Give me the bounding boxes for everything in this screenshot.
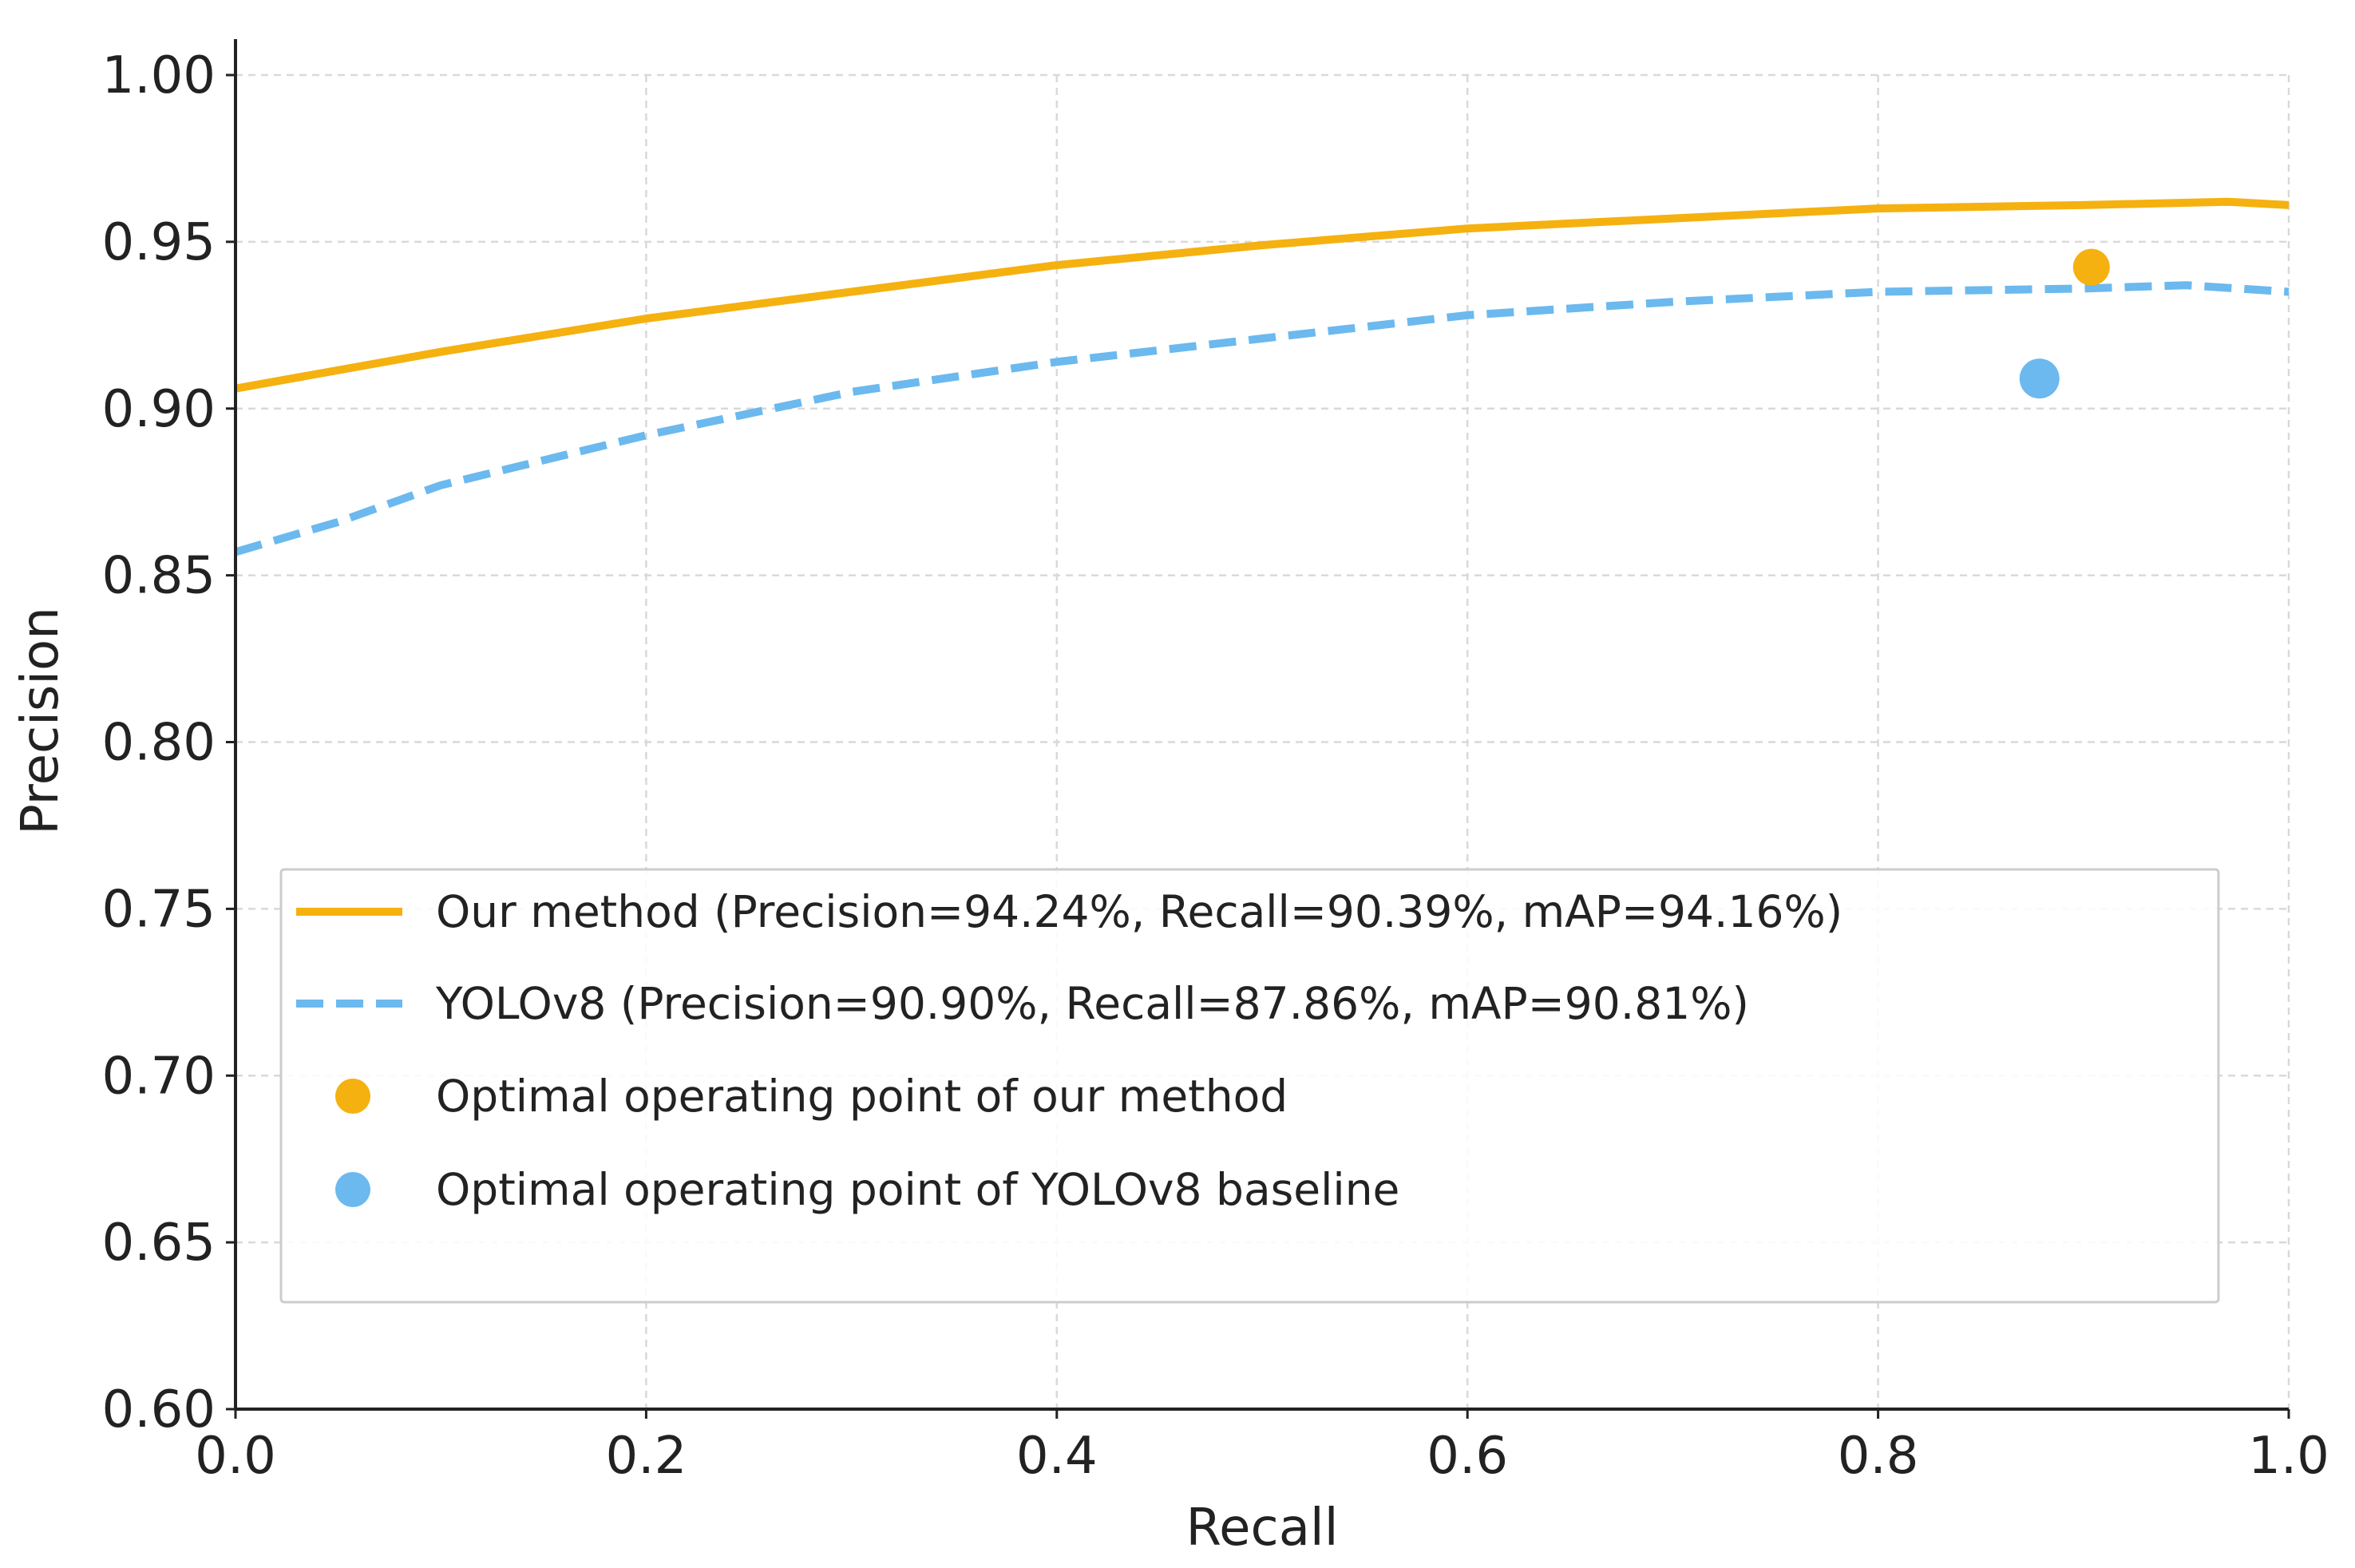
operating-point-ours — [2072, 248, 2110, 286]
y-axis-label: Precision — [11, 607, 70, 835]
x-tick-label: 0.4 — [1016, 1427, 1098, 1486]
x-axis-label: Recall — [1186, 1499, 1339, 1558]
y-tick-label: 0.60 — [102, 1380, 216, 1439]
series-line-ours — [235, 197, 2290, 393]
y-tick-label: 0.85 — [102, 547, 216, 606]
y-tick-label: 0.70 — [102, 1047, 216, 1106]
x-tick-label: 0.0 — [195, 1427, 276, 1486]
operating-point-yolov8 — [2019, 358, 2060, 399]
x-tick-label: 1.0 — [2248, 1427, 2329, 1486]
legend: Our method (Precision=94.24%, Recall=90.… — [279, 868, 2220, 1304]
y-tick-label: 0.65 — [102, 1214, 216, 1273]
axes: 0.0 0.2 0.4 0.6 0.8 1.0 0.60 0.65 0.70 0.75 0.80 0.… — [102, 39, 2329, 1486]
series-layer — [234, 197, 2290, 556]
y-tick-label: 0.90 — [102, 380, 216, 439]
y-tick-label: 1.00 — [102, 46, 216, 105]
y-tick-label: 0.80 — [102, 714, 216, 773]
legend-label-yolo: YOLOv8 (Precision=90.90%, Recall=87.86%,… — [435, 978, 1749, 1029]
x-tick-label: 0.8 — [1838, 1427, 1919, 1486]
legend-label-yolo-point: Optimal operating point of YOLOv8 baseli… — [436, 1164, 1399, 1215]
x-tick-label: 0.2 — [606, 1427, 687, 1486]
legend-box — [279, 868, 2220, 1304]
y-tick-label: 0.75 — [102, 880, 216, 939]
legend-label-ours: Our method (Precision=94.24%, Recall=90.… — [436, 886, 1842, 937]
series-line-yolov8 — [234, 281, 2290, 556]
y-tick-label: 0.95 — [102, 213, 216, 272]
legend-marker-yolo-point — [335, 1172, 370, 1207]
legend-marker-ours-point — [335, 1079, 370, 1114]
x-tick-label: 0.6 — [1427, 1427, 1508, 1486]
legend-label-ours-point: Optimal operating point of our method — [436, 1071, 1288, 1122]
